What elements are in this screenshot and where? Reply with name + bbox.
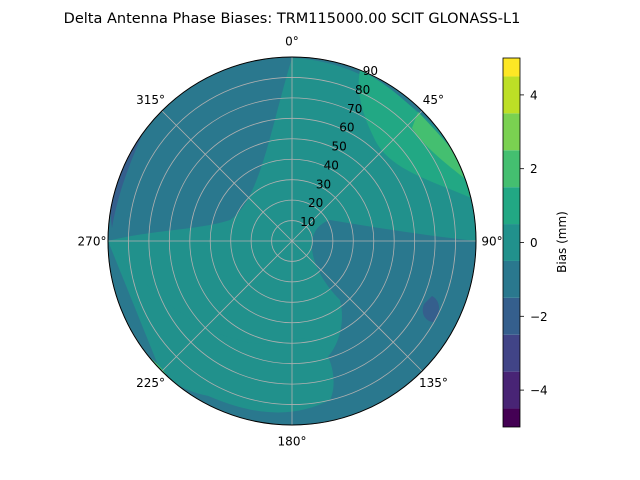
colorbar-band-9 [503, 76, 520, 114]
zenith-label-40: 40 [324, 158, 339, 172]
colorbar-tick-label-2: 0 [530, 236, 538, 250]
azimuth-label-135: 135° [419, 376, 448, 390]
polar-plot: 0° 45° 90° 135° 180° 225° 270° 315° 10 20 30 40 50 6… [78, 35, 503, 449]
contour-band-ne-peak [412, 112, 474, 186]
azimuth-label-45: 45° [423, 93, 444, 107]
polar-frame [107, 56, 477, 426]
colorbar-band-6 [503, 187, 520, 225]
azimuth-label-0: 0° [285, 35, 299, 49]
colorbar-band-4 [503, 260, 520, 298]
zenith-label-50: 50 [331, 140, 346, 154]
zenith-tick-labels: 10 20 30 40 50 60 70 80 90 [300, 64, 378, 229]
colorbar-bands [503, 58, 520, 427]
azimuth-label-180: 180° [278, 435, 307, 449]
azimuth-label-315: 315° [136, 93, 165, 107]
colorbar-tick-label-4: 4 [530, 88, 538, 102]
colorbar-band-5 [503, 224, 520, 261]
contour-band-south-green [108, 241, 334, 413]
colorbar-band-10 [503, 58, 520, 77]
contour-band-se-low [422, 296, 440, 322]
colorbar-ticks: −4 −2 0 2 4 [520, 88, 548, 398]
colorbar-tick-label-1: −2 [530, 310, 548, 324]
colorbar-tick-label-0: −4 [530, 384, 548, 398]
colorbar-band-8 [503, 113, 520, 151]
colorbar-band-7 [503, 150, 520, 188]
zenith-label-20: 20 [308, 196, 323, 210]
chart-title: Delta Antenna Phase Biases: TRM115000.00… [64, 11, 521, 27]
colorbar-label: Bias (mm) [555, 211, 569, 273]
zenith-label-10: 10 [300, 215, 315, 229]
polar-grid [107, 56, 477, 426]
zenith-label-60: 60 [339, 121, 354, 135]
grid-spoke-45 [291, 110, 423, 242]
grid-spoke-225 [161, 240, 293, 372]
azimuth-tick-labels: 0° 45° 90° 135° 180° 225° 270° 315° [78, 35, 503, 449]
colorbar-tick-label-3: 2 [530, 162, 538, 176]
azimuth-label-225: 225° [136, 376, 165, 390]
colorbar-band-1 [503, 371, 520, 409]
zenith-label-70: 70 [347, 102, 362, 116]
colorbar: −4 −2 0 2 4 Bias (mm) [502, 57, 569, 428]
grid-spoke-315 [161, 110, 293, 242]
azimuth-label-90: 90° [481, 235, 502, 249]
colorbar-band-2 [503, 334, 520, 372]
zenith-label-30: 30 [316, 177, 331, 191]
colorbar-band-3 [503, 297, 520, 335]
grid-spoke-135 [291, 240, 423, 372]
azimuth-label-270: 270° [78, 235, 107, 249]
zenith-label-80: 80 [355, 83, 370, 97]
zenith-label-90: 90 [363, 64, 378, 78]
colorbar-band-0 [503, 408, 520, 427]
